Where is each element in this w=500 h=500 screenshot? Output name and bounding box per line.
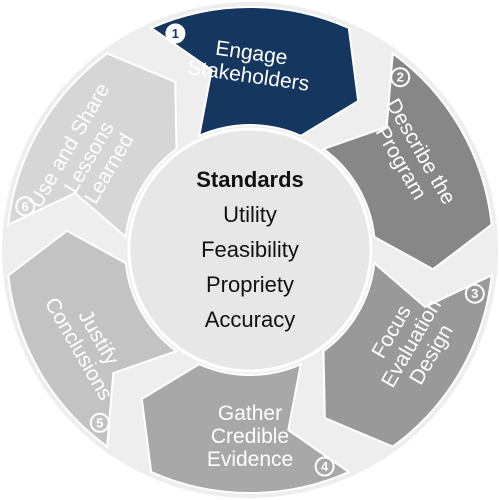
step-number-badge	[464, 283, 485, 304]
step-number: 4	[321, 459, 329, 474]
standard-propriety: Propriety	[205, 272, 295, 297]
segment-use-and-share-lessons	[7, 52, 178, 239]
standards-panel: Standards Utility Feasibility Propriety …	[150, 162, 350, 337]
step-number: 6	[22, 199, 29, 214]
step-number: 2	[397, 70, 404, 85]
segment-gather-credible-evidence	[140, 362, 351, 494]
step-number: 3	[471, 286, 478, 301]
step-number: 1	[172, 26, 179, 41]
segment-engage-stakeholders	[149, 6, 360, 138]
standard-utility: Utility	[223, 202, 277, 227]
step-label-line: Evidence	[207, 448, 293, 471]
step-number-badge	[314, 456, 335, 477]
segment-describe-program	[321, 51, 493, 271]
standard-feasibility: Feasibility	[201, 237, 299, 262]
step-label-line: Gather	[218, 402, 282, 425]
segment-justify-conclusions	[7, 229, 179, 449]
segment-focus-evaluation-design	[322, 261, 493, 448]
center-disc	[127, 127, 373, 373]
step-label-line: Credible	[211, 425, 289, 448]
step-number: 5	[96, 415, 103, 430]
step-number-badge	[15, 196, 36, 217]
standards-heading: Standards	[196, 167, 304, 192]
step-number-badge	[390, 67, 411, 88]
step-number-badge	[165, 23, 186, 44]
step-number-badge	[89, 412, 110, 433]
standard-accuracy: Accuracy	[204, 307, 296, 332]
